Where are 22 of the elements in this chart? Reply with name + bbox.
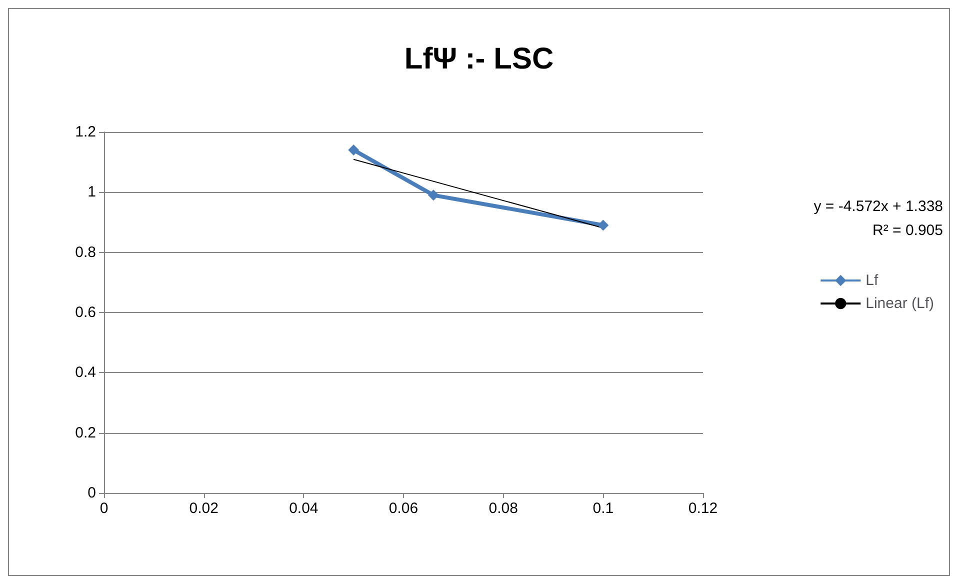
point (348, 144, 360, 156)
text: y = -4.572x + 1.338 (814, 198, 944, 215)
x-tick-label: 0.02 (189, 500, 218, 517)
y-tick-label: 1.2 (75, 124, 96, 140)
y-tick-label: 0.6 (75, 304, 96, 321)
chart-title: LfΨ :- LSC (404, 42, 554, 76)
point (598, 220, 609, 231)
x-tick-label: 0.06 (388, 500, 418, 517)
x-tick-label: 0.12 (688, 500, 718, 517)
legend-label: Linear (Lf) (866, 295, 934, 312)
point (428, 190, 439, 201)
x-tick-label: 0.08 (488, 500, 518, 517)
x-tick-label: 0.04 (289, 500, 318, 517)
x-tick-label: 0 (100, 500, 108, 517)
y-tick-label: 1 (88, 184, 96, 201)
y-tick-label: 0 (88, 484, 96, 502)
legend-label: Lf (866, 272, 879, 289)
x-tick-label: 0.1 (592, 500, 614, 517)
text: R² = 0.905 (872, 222, 944, 239)
y-tick-label: 0.2 (75, 424, 96, 442)
y-tick-label: 0.4 (75, 364, 96, 382)
y-tick-label: 0.8 (75, 244, 96, 261)
